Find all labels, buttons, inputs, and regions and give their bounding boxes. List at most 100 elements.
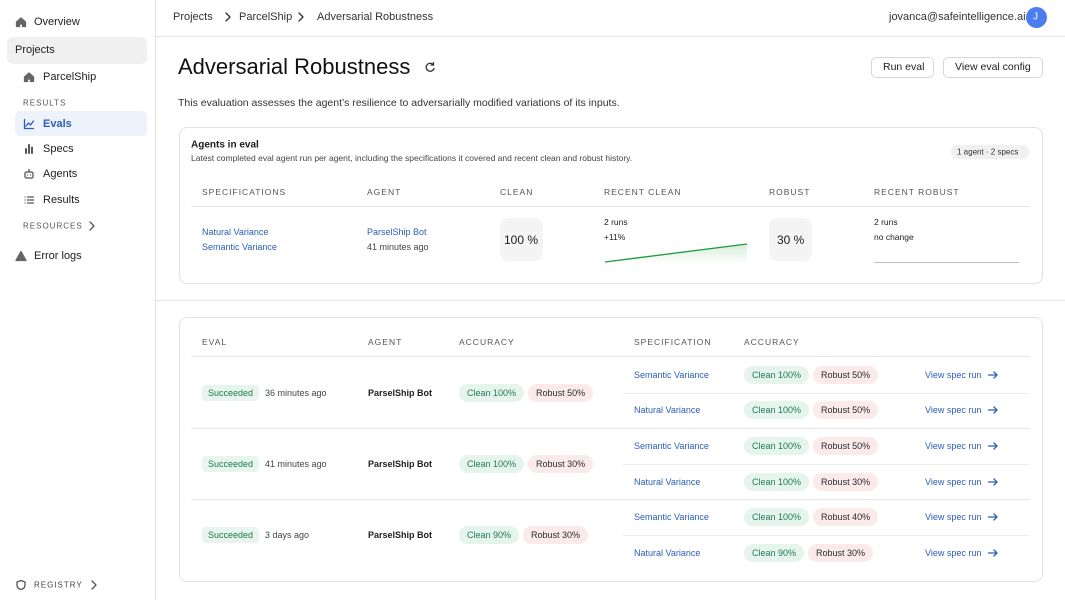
agents-card-title: Agents in eval	[191, 139, 259, 151]
sidebar	[0, 0, 156, 600]
view-config-button[interactable]	[943, 57, 1043, 78]
view-spec-run[interactable]: View spec run	[925, 369, 982, 380]
clean-pill: Clean 100%	[459, 454, 525, 473]
agents-card	[179, 127, 1043, 284]
column-header: RECENT CLEAN	[604, 187, 682, 197]
registry-icon	[15, 579, 27, 591]
accuracy-pills: Clean 100% Robust 50%	[744, 401, 879, 420]
spec-link[interactable]: Semantic Variance	[634, 512, 709, 523]
header-divider	[191, 356, 1030, 357]
eval-time: 36 minutes ago	[265, 387, 327, 398]
column-header: ROBUST	[769, 187, 811, 197]
header-divider	[191, 206, 1030, 207]
error-logs-icon	[15, 250, 27, 262]
accuracy-pills: Clean 100% Robust 50%	[744, 365, 879, 384]
view-config-label[interactable]: View eval config	[955, 61, 1031, 73]
accuracy-pills: Clean 90% Robust 30%	[744, 543, 874, 562]
column-header: AGENT	[367, 187, 402, 197]
robust-pill: Robust 30%	[808, 543, 874, 562]
recent-robust-runs: 2 runs	[874, 217, 898, 227]
robust-pill: Robust 50%	[813, 365, 879, 384]
view-spec-run[interactable]: View spec run	[925, 512, 982, 523]
breadcrumb[interactable]: ParcelShip	[239, 11, 293, 23]
resources-heading[interactable]: RESOURCES	[23, 221, 83, 231]
results-heading: RESULTS	[23, 98, 67, 108]
accuracy-pills: Clean 100% Robust 50%	[459, 383, 594, 402]
view-spec-run[interactable]: View spec run	[925, 441, 982, 452]
column-header: AGENT	[368, 337, 403, 347]
run-eval-button[interactable]	[871, 57, 934, 78]
accuracy-pills: Clean 100% Robust 50%	[744, 437, 879, 456]
results-link-icon	[23, 118, 35, 130]
breadcrumb[interactable]: Adversarial Robustness	[317, 11, 434, 23]
recent-robust-change: no change	[874, 232, 914, 242]
robust-score: 30 %	[777, 233, 805, 247]
registry-chevron	[88, 579, 100, 591]
view-spec-run[interactable]: View spec run	[925, 547, 982, 558]
spec-link[interactable]: Semantic Variance	[202, 242, 277, 252]
evals-card	[179, 317, 1043, 582]
clean-pill: Clean 100%	[744, 437, 810, 456]
robust-score-box	[769, 218, 812, 261]
spec-link[interactable]: Natural Variance	[634, 547, 701, 558]
arrow-icon	[987, 511, 999, 523]
agent-time: 41 minutes ago	[367, 242, 429, 252]
robust-pill: Robust 40%	[813, 508, 879, 527]
nav-project[interactable]: ParcelShip	[43, 71, 97, 83]
nav-projects[interactable]: Projects	[15, 44, 55, 56]
nav-overview[interactable]: Overview	[34, 16, 80, 28]
eval-time: 3 days ago	[265, 530, 310, 541]
agent-link[interactable]: ParselShip Bot	[367, 227, 427, 237]
robust-pill: Robust 30%	[523, 526, 589, 545]
breadcrumb-separator	[295, 11, 307, 23]
agents-badge-text: 1 agent · 2 specs	[957, 147, 1019, 157]
run-eval-label[interactable]: Run eval	[883, 61, 925, 73]
nav-results-link[interactable]: Agents	[43, 168, 78, 180]
row-divider	[191, 428, 1030, 429]
view-spec-run[interactable]: View spec run	[925, 405, 982, 416]
clean-pill: Clean 90%	[459, 526, 520, 545]
agents-card-subtitle: Latest completed eval agent run per agen…	[191, 153, 633, 163]
sub-row-divider	[623, 535, 1030, 537]
nav-registry[interactable]: REGISTRY	[34, 580, 83, 590]
column-header: RECENT ROBUST	[874, 187, 960, 197]
arrow-icon	[987, 476, 999, 488]
accuracy-pills: Clean 100% Robust 40%	[744, 508, 879, 527]
projects-item[interactable]	[7, 37, 147, 64]
eval-agent: ParselShip Bot	[368, 387, 433, 398]
spec-link[interactable]: Semantic Variance	[634, 441, 709, 452]
user-email: jovanca@safeintelligence.ai	[889, 11, 1026, 23]
robust-pill: Robust 50%	[813, 437, 879, 456]
spec-link[interactable]: Semantic Variance	[634, 369, 709, 380]
avatar[interactable]	[1026, 7, 1047, 28]
agents-badge	[951, 145, 1029, 159]
resources-chevron	[86, 220, 98, 232]
arrow-icon	[987, 404, 999, 416]
results-link-icon	[23, 194, 35, 206]
nav-results-link[interactable]: Results	[43, 194, 80, 206]
eval-agent: ParselShip Bot	[368, 458, 433, 469]
evals-active-item	[15, 111, 147, 136]
nav-results-link[interactable]: Specs	[43, 143, 74, 155]
spec-link[interactable]: Natural Variance	[202, 227, 269, 237]
nav-results-link[interactable]: Evals	[43, 118, 72, 130]
breadcrumb[interactable]: Projects	[173, 11, 213, 23]
sub-row-divider	[623, 392, 1030, 394]
arrow-icon	[987, 440, 999, 452]
clean-pill: Clean 100%	[744, 401, 810, 420]
results-link-icon	[23, 168, 35, 180]
spec-link[interactable]: Natural Variance	[634, 405, 701, 416]
spec-link[interactable]: Natural Variance	[634, 476, 701, 487]
breadcrumb-separator	[222, 11, 234, 23]
column-header: ACCURACY	[744, 337, 800, 347]
column-header: EVAL	[202, 337, 228, 347]
accuracy-pills: Clean 100% Robust 30%	[744, 472, 879, 491]
results-link-icon	[23, 143, 35, 155]
status-badge: Succeeded	[202, 455, 260, 472]
overview-icon	[15, 16, 27, 28]
robust-pill: Robust 50%	[813, 401, 879, 420]
view-spec-run[interactable]: View spec run	[925, 476, 982, 487]
page-title: Adversarial Robustness	[178, 54, 411, 79]
status-badge: Succeeded	[202, 527, 260, 544]
nav-error-logs[interactable]: Error logs	[34, 250, 82, 262]
